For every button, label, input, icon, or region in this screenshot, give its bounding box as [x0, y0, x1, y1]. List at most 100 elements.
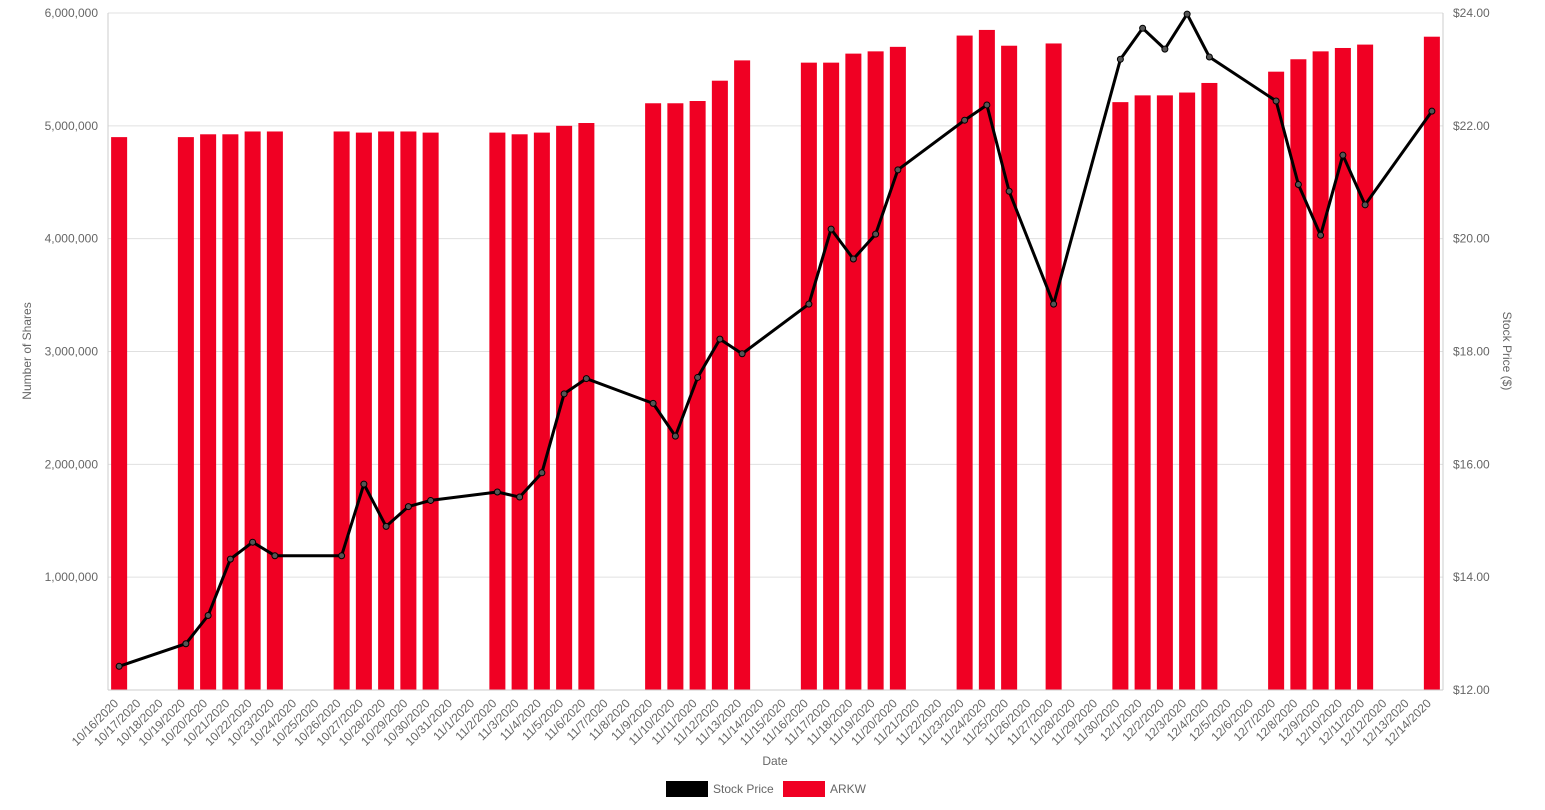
right-tick-label: $12.00	[1453, 683, 1490, 697]
data-point	[671, 432, 679, 440]
legend-swatch-stock-price[interactable]	[666, 781, 708, 797]
data-point	[805, 300, 813, 308]
data-point	[738, 350, 746, 358]
data-point	[827, 225, 835, 233]
data-point	[1161, 45, 1169, 53]
bar	[244, 131, 261, 691]
left-tick-label: 2,000,000	[45, 457, 99, 471]
data-point	[404, 503, 412, 511]
bar	[1134, 95, 1151, 690]
stock-price-line	[118, 12, 1434, 668]
right-tick-label: $16.00	[1453, 457, 1490, 471]
line-series-stock-price	[115, 10, 1436, 670]
data-point	[872, 230, 880, 238]
data-point	[1272, 97, 1280, 105]
data-point	[961, 116, 969, 124]
bar	[711, 80, 728, 690]
data-point	[538, 469, 546, 477]
data-point	[1361, 201, 1369, 209]
bar	[867, 51, 884, 690]
bar	[1201, 82, 1218, 690]
bar	[378, 131, 395, 691]
data-point	[894, 166, 902, 174]
data-point	[493, 488, 501, 496]
bar	[200, 134, 217, 690]
data-point	[382, 522, 390, 530]
data-point	[360, 480, 368, 488]
legend-label-stock-price[interactable]: Stock Price	[713, 782, 774, 796]
data-point	[694, 373, 702, 381]
legend-swatch-arkw[interactable]	[783, 781, 825, 797]
data-point	[1428, 107, 1436, 115]
data-point	[1183, 10, 1191, 18]
bar	[1312, 51, 1329, 690]
left-tick-label: 5,000,000	[45, 119, 99, 133]
right-tick-label: $18.00	[1453, 345, 1490, 359]
right-tick-label: $20.00	[1453, 232, 1490, 246]
data-point	[716, 335, 724, 343]
bar-series-arkw	[111, 29, 1440, 691]
data-point	[1294, 181, 1302, 189]
data-point	[1050, 300, 1058, 308]
bar	[1290, 59, 1307, 691]
left-tick-label: 6,000,000	[45, 6, 99, 20]
right-axis-ticks: $12.00 $14.00 $16.00 $18.00 $20.00 $22.00 $24.…	[1453, 6, 1490, 697]
bar	[889, 46, 906, 691]
left-tick-label: 4,000,000	[45, 232, 99, 246]
data-point	[1205, 53, 1213, 61]
bar	[556, 125, 573, 691]
bar	[489, 132, 506, 690]
axes	[107, 13, 1444, 691]
bar	[1357, 44, 1374, 691]
data-point	[983, 101, 991, 109]
bar	[578, 123, 595, 690]
data-point	[1139, 24, 1147, 32]
bar	[177, 137, 194, 690]
bar	[1179, 92, 1196, 691]
right-tick-label: $14.00	[1453, 570, 1490, 584]
bar	[266, 131, 283, 691]
bar	[533, 132, 550, 690]
data-point	[516, 493, 524, 501]
bar	[111, 137, 128, 690]
bar	[800, 62, 817, 690]
data-point	[649, 399, 657, 407]
bar	[400, 131, 417, 691]
bar	[667, 103, 684, 691]
right-tick-label: $24.00	[1453, 6, 1490, 20]
data-point	[226, 555, 234, 563]
data-point	[560, 390, 568, 398]
data-point	[582, 375, 590, 383]
data-point	[338, 552, 346, 560]
bar	[1423, 36, 1440, 690]
bar	[956, 35, 973, 691]
legend: Stock Price ARKW	[666, 781, 867, 797]
bar	[1268, 71, 1285, 690]
bar	[734, 60, 751, 690]
bar	[845, 53, 862, 691]
data-point	[115, 662, 123, 670]
data-point	[249, 538, 257, 546]
data-point	[1005, 187, 1013, 195]
bar	[645, 103, 662, 691]
bar	[333, 131, 350, 691]
y-axis-left-title: Number of Shares	[20, 302, 34, 399]
left-tick-label: 1,000,000	[45, 570, 99, 584]
bar	[355, 132, 372, 690]
bar	[1112, 102, 1129, 691]
data-point	[1116, 55, 1124, 63]
legend-label-arkw[interactable]: ARKW	[830, 782, 867, 796]
bar	[422, 132, 439, 690]
bar	[823, 62, 840, 690]
bar	[1001, 45, 1018, 690]
bar	[1334, 47, 1351, 690]
data-point	[1339, 151, 1347, 159]
bar	[511, 134, 528, 690]
data-point	[271, 552, 279, 560]
bar	[978, 29, 995, 691]
x-axis-title: Date	[762, 754, 788, 768]
right-tick-label: $22.00	[1453, 119, 1490, 133]
data-point	[849, 255, 857, 263]
